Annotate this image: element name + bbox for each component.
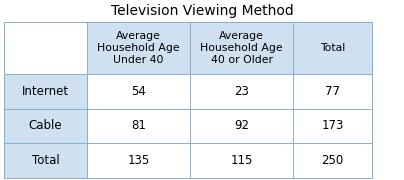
Bar [190,109,293,143]
Text: Internet: Internet [22,85,69,98]
Bar [87,22,190,74]
Bar [190,22,293,74]
Bar [293,143,372,178]
Text: 115: 115 [230,154,253,167]
Text: 81: 81 [131,120,146,132]
Bar [4,22,87,74]
Text: 23: 23 [234,85,249,98]
Text: 250: 250 [322,154,344,167]
Bar [87,109,190,143]
Bar [4,143,87,178]
Bar [293,74,372,109]
Bar [4,109,87,143]
Text: 173: 173 [322,120,344,132]
Text: Average
Household Age
Under 40: Average Household Age Under 40 [97,31,180,65]
Bar [293,22,372,74]
Text: 54: 54 [131,85,146,98]
Bar [4,74,87,109]
Text: Total: Total [32,154,59,167]
Bar [190,74,293,109]
Text: 92: 92 [234,120,249,132]
Text: Average
Household Age
40 or Older: Average Household Age 40 or Older [200,31,283,65]
Bar [293,109,372,143]
Text: 135: 135 [128,154,150,167]
Bar [87,143,190,178]
Bar [87,74,190,109]
Text: Cable: Cable [29,120,62,132]
Bar [190,143,293,178]
Text: 77: 77 [325,85,340,98]
Text: Total: Total [320,43,345,53]
Text: Television Viewing Method: Television Viewing Method [111,4,293,18]
